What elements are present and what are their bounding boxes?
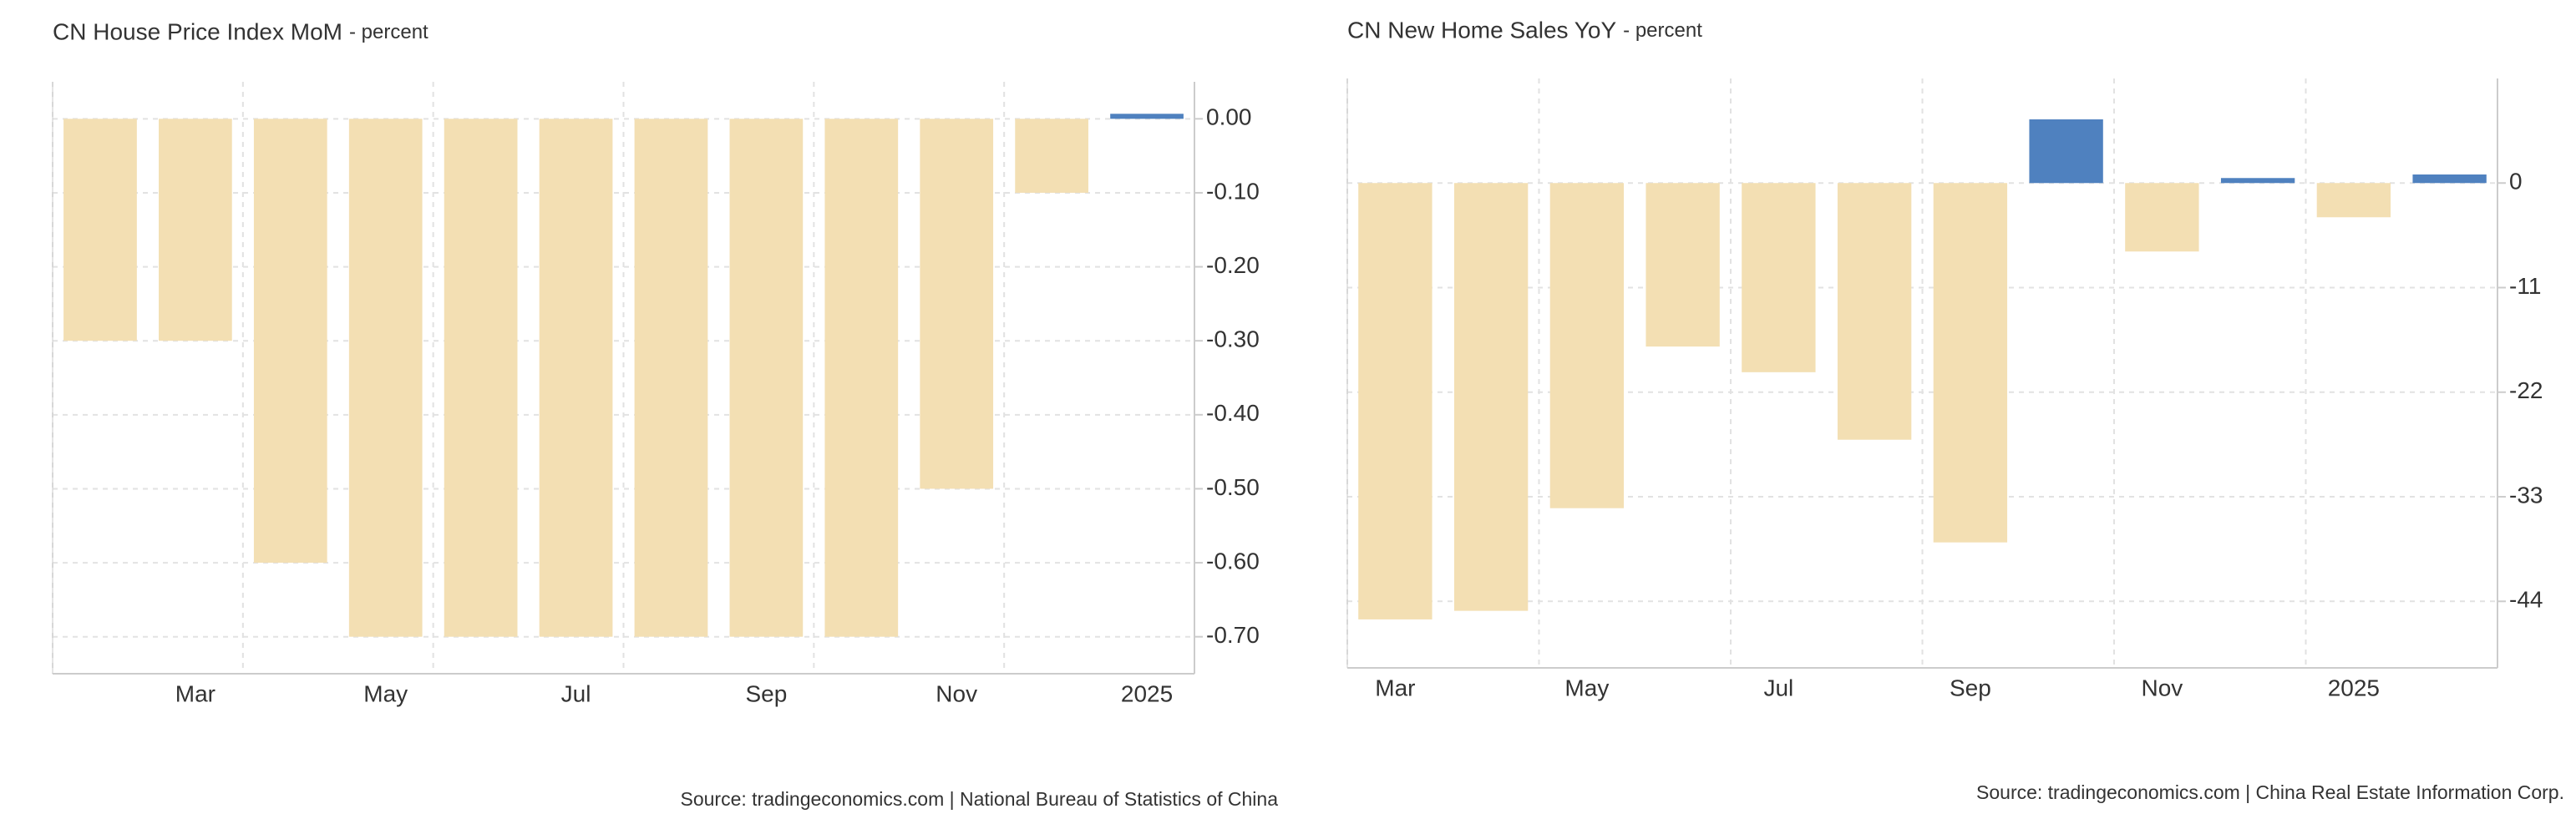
bar <box>539 119 613 637</box>
x-tick-label: Sep <box>1950 675 1991 700</box>
bar <box>2316 183 2391 218</box>
bar <box>1742 183 1816 372</box>
bar <box>920 119 994 489</box>
source: Source: tradingeconomics.com | National … <box>681 788 1279 810</box>
x-tick-label: May <box>1564 675 1609 700</box>
y-tick-label: -0.30 <box>1206 326 1260 352</box>
bar <box>1933 183 2008 543</box>
chart-subtitle: - percent <box>349 21 428 43</box>
bar <box>253 119 327 564</box>
y-tick-label: -0.40 <box>1206 400 1260 426</box>
x-tick-label: Mar <box>1375 675 1415 700</box>
x-tick-label: Nov <box>936 680 977 706</box>
bar <box>634 119 708 637</box>
bar <box>1110 114 1184 119</box>
bar <box>1645 183 1720 347</box>
bar <box>63 119 137 341</box>
y-tick-label: -0.50 <box>1206 474 1260 500</box>
x-tick-label: Sep <box>745 680 787 706</box>
x-tick-label: 2025 <box>2328 675 2380 700</box>
y-tick-label: -11 <box>2509 273 2541 299</box>
y-tick-label: 0.00 <box>1206 104 1252 130</box>
x-tick-label: 2025 <box>1121 680 1173 706</box>
y-tick-label: -0.60 <box>1206 548 1260 574</box>
bar <box>824 119 899 637</box>
bar <box>729 119 804 637</box>
bar <box>1837 183 1912 440</box>
bar <box>444 119 518 637</box>
y-tick-label: -0.10 <box>1206 178 1260 204</box>
x-tick-label: Mar <box>175 680 216 706</box>
bar <box>2220 178 2295 184</box>
bar <box>1015 119 1088 193</box>
x-tick-label: Jul <box>1763 675 1793 700</box>
chart: CN House Price Index MoM - percent 0.00 -0.… <box>52 18 1279 810</box>
y-tick-label: -0.70 <box>1206 622 1260 648</box>
y-tick-label: -0.20 <box>1206 252 1260 278</box>
bar <box>1358 183 1433 619</box>
chart-title: CN House Price Index MoM - percent <box>53 18 428 44</box>
bar <box>1549 183 1625 508</box>
x-tick-label: May <box>363 680 408 706</box>
y-tick-label: -33 <box>2509 482 2543 508</box>
bar <box>348 119 423 637</box>
x-tick-label: Jul <box>561 680 591 706</box>
y-tick-label: 0 <box>2509 169 2523 195</box>
source: Source: tradingeconomics.com | China Rea… <box>1976 781 2564 803</box>
bar <box>2029 119 2103 184</box>
chart-subtitle: - percent <box>1623 19 1702 42</box>
chart: CN New Home Sales YoY - percent 0 -11 -22 -33… <box>1346 17 2564 803</box>
bar <box>2125 183 2199 252</box>
y-tick-label: -44 <box>2509 587 2543 613</box>
bar <box>2412 174 2487 184</box>
bar <box>159 119 232 341</box>
y-tick-label: -22 <box>2509 377 2543 403</box>
bar <box>1453 183 1529 611</box>
chart-title: CN New Home Sales YoY - percent <box>1347 17 1702 43</box>
x-tick-label: Nov <box>2141 675 2183 700</box>
